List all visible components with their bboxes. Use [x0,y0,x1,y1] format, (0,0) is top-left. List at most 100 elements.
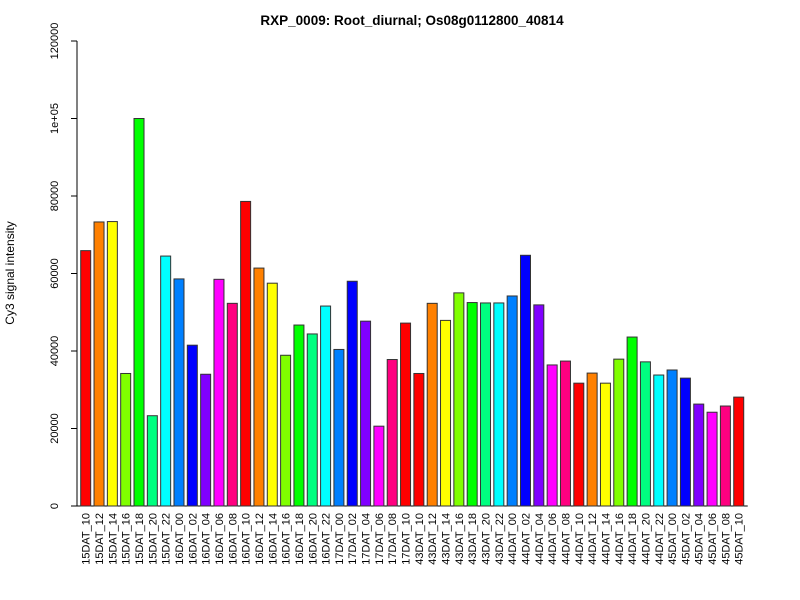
x-tick-label: 45DAT_04 [694,513,706,565]
bar [639,361,651,507]
bar [240,200,252,507]
x-tick-label: 16DAT_10 [241,513,253,565]
bar [413,372,425,507]
bar [533,304,545,507]
x-tick-label: 15DAT_12 [94,513,106,565]
x-tick-label: 43DAT_10 [414,513,426,565]
x-tick-label: 16DAT_08 [227,513,239,565]
bar [293,324,305,507]
x-tick-label: 17DAT_00 [334,513,346,565]
y-tick-label: 120000 [49,23,61,60]
x-tick-label: 44DAT_20 [640,513,652,565]
x-tick-label: 16DAT_20 [307,513,319,565]
bar [226,302,238,507]
bar [426,302,438,507]
x-tick-label: 45DAT_02 [680,513,692,565]
bar [80,250,92,507]
bar [493,302,505,507]
x-tick-label: 17DAT_04 [361,513,373,565]
bar [346,280,358,507]
x-tick-label: 44DAT_18 [627,513,639,565]
y-tick-label: 20000 [49,413,61,444]
x-tick-label: 17DAT_06 [374,513,386,565]
x-tick-label: 16DAT_02 [187,513,199,565]
x-tick-label: 45DAT_06 [707,513,719,565]
bar [573,382,585,507]
x-tick-label: 43DAT_22 [494,513,506,565]
x-tick-label: 43DAT_12 [427,513,439,565]
bar [719,405,731,507]
y-tick-label: 0 [49,503,61,509]
x-tick-label: 17DAT_10 [401,513,413,565]
y-tick-label: 60000 [49,258,61,289]
bar [706,411,718,507]
x-tick-label: 16DAT_06 [214,513,226,565]
bar [333,348,345,507]
x-tick-label: 15DAT_20 [147,513,159,565]
x-tick-label: 43DAT_18 [467,513,479,565]
bar [133,118,145,507]
x-tick-label: 17DAT_08 [387,513,399,565]
bar [559,360,571,507]
bar [693,403,705,507]
bar [400,322,412,507]
x-tick-label: 44DAT_22 [654,513,666,565]
x-tick-label: 16DAT_14 [267,513,279,565]
bar [266,282,278,507]
x-tick-label: 45DAT_08 [720,513,732,565]
bar [653,374,665,507]
bar [666,369,678,507]
bar [373,425,385,507]
bar [146,415,158,507]
bar [186,344,198,507]
bar [306,333,318,507]
x-tick-label: 17DAT_02 [347,513,359,565]
x-tick-label: 44DAT_10 [574,513,586,565]
x-tick-label: 45DAT_00 [667,513,679,565]
x-tick-label: 44DAT_14 [600,513,612,565]
bar [280,354,292,507]
x-tick-label: 16DAT_16 [281,513,293,565]
x-tick-label: 16DAT_00 [174,513,186,565]
x-tick-label: 16DAT_22 [321,513,333,565]
x-tick-label: 43DAT_16 [454,513,466,565]
x-tick-label: 16DAT_04 [201,513,213,565]
bar [253,267,265,507]
x-tick-label: 15DAT_16 [121,513,133,565]
y-tick-label: 80000 [49,181,61,212]
x-tick-label: 15DAT_14 [107,513,119,565]
bar [466,302,478,507]
bar [506,295,518,507]
bar [626,336,638,507]
bar [160,255,172,507]
y-tick-label: 1e+05 [49,103,61,134]
bar [613,358,625,507]
x-tick-label: 44DAT_04 [534,513,546,565]
x-tick-label: 44DAT_02 [520,513,532,565]
x-tick-label: 44DAT_12 [587,513,599,565]
bar [200,373,212,507]
x-tick-label: 43DAT_14 [441,513,453,565]
x-tick-label: 15DAT_18 [134,513,146,565]
plot-area: 0 20000 40000 60000 80000 1e+05 120000 15DAT_10… [49,23,748,565]
chart-title: RXP_0009: Root_diurnal; Os08g0112800_408… [260,13,564,28]
bar [120,372,132,507]
bar [440,319,452,507]
x-tick-label: 15DAT_22 [161,513,173,565]
bar [679,377,691,507]
x-tick-label: 44DAT_06 [547,513,559,565]
bar [546,364,558,507]
bar [519,254,531,507]
x-tick-label: 44DAT_08 [560,513,572,565]
bar [173,278,185,507]
y-axis-label: Cy3 signal intensity [3,221,17,324]
x-tick-label: 16DAT_18 [294,513,306,565]
bar [106,221,118,507]
x-tick-label: 45DAT_10 [734,513,746,565]
bar [480,302,492,507]
x-tick-label: 16DAT_12 [254,513,266,565]
bar [320,305,332,507]
bar [599,382,611,507]
